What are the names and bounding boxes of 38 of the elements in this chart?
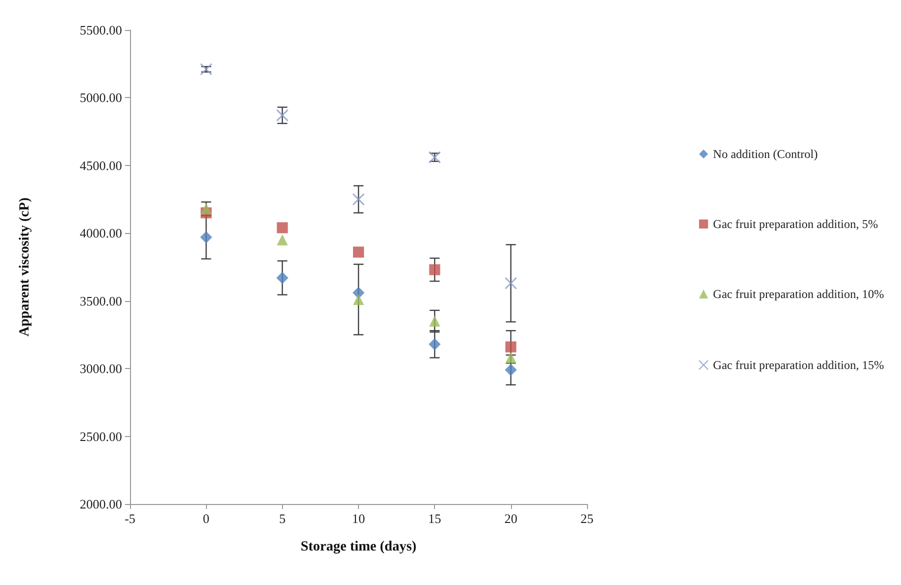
point — [505, 352, 516, 364]
legend-label: No addition (Control) — [713, 147, 818, 161]
point — [200, 231, 212, 244]
legend-label: Gac fruit preparation addition, 5% — [713, 217, 878, 231]
point — [200, 63, 212, 76]
point — [353, 294, 364, 306]
x-tick-label: 25 — [580, 511, 594, 526]
point — [276, 272, 288, 284]
point — [428, 338, 441, 350]
x-tick-label: 10 — [352, 511, 365, 526]
y-tick-label: 3500.00 — [80, 293, 122, 308]
point — [505, 341, 516, 352]
y-tick-label: 3000.00 — [80, 361, 122, 376]
y-tick-label: 5000.00 — [80, 90, 122, 106]
y-tick-label: 5500.00 — [80, 22, 122, 38]
x-tick-label: -5 — [124, 511, 136, 526]
y-tick-label: 2000.00 — [80, 496, 122, 512]
y-axis-title: Apparent viscosity (cP) — [18, 197, 32, 336]
x-tick-label: 5 — [279, 511, 286, 526]
point — [504, 364, 517, 376]
legend-label: Gac fruit preparation addition, 10% — [713, 287, 884, 301]
x-tick-label: 15 — [428, 511, 442, 526]
point — [352, 193, 365, 206]
x-tick-label: 20 — [504, 511, 518, 526]
point — [504, 277, 518, 290]
point — [353, 246, 364, 258]
y-tick-label: 2500.00 — [80, 428, 122, 444]
x-tick-label: 0 — [202, 511, 210, 526]
point — [276, 222, 288, 234]
y-tick-label: 4500.00 — [80, 158, 122, 173]
point — [276, 109, 289, 122]
point — [352, 286, 364, 299]
point — [429, 316, 440, 327]
x-axis-title: Storage time (days) — [300, 540, 417, 554]
point — [276, 234, 288, 246]
point — [429, 264, 440, 276]
y-tick-label: 4000.00 — [80, 226, 122, 241]
legend-label: Gac fruit preparation addition, 15% — [713, 358, 884, 372]
